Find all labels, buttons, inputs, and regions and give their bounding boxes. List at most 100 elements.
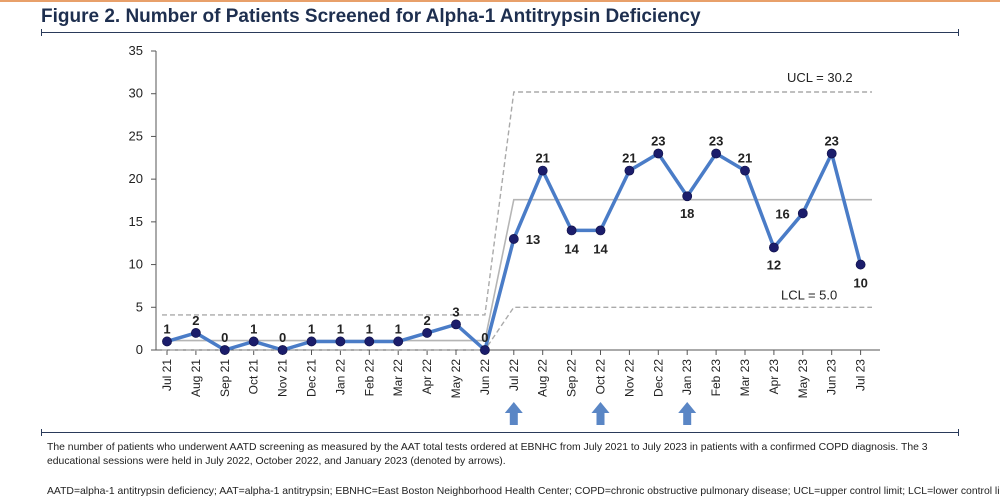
y-tick-label: 25 bbox=[129, 128, 143, 143]
data-label: 1 bbox=[250, 321, 257, 336]
data-label: 0 bbox=[221, 330, 228, 345]
x-tick-label: Jul 23 bbox=[854, 359, 868, 391]
data-label: 16 bbox=[775, 206, 789, 221]
y-tick-label: 30 bbox=[129, 86, 143, 101]
data-point bbox=[566, 225, 577, 236]
x-tick-label: Aug 22 bbox=[536, 359, 550, 397]
data-point bbox=[422, 328, 432, 338]
caption-divider bbox=[41, 432, 959, 433]
data-point bbox=[653, 148, 664, 159]
data-label: 1 bbox=[337, 321, 344, 336]
x-tick-label: Nov 21 bbox=[276, 359, 290, 397]
x-tick-label: Oct 21 bbox=[247, 359, 261, 395]
data-point bbox=[479, 345, 490, 355]
data-label: 2 bbox=[192, 313, 199, 328]
data-label: 0 bbox=[279, 330, 286, 345]
x-tick-label: Nov 22 bbox=[622, 359, 636, 397]
data-point bbox=[537, 165, 548, 176]
data-point bbox=[624, 165, 635, 176]
x-tick-label: Apr 23 bbox=[767, 359, 781, 395]
lcl-line bbox=[162, 306, 872, 351]
data-point bbox=[797, 208, 808, 219]
data-point bbox=[451, 319, 461, 330]
x-tick-label: May 22 bbox=[449, 359, 463, 399]
data-point bbox=[508, 234, 519, 244]
session-arrow-icon bbox=[504, 402, 523, 425]
data-point bbox=[335, 336, 346, 347]
x-tick-label: Jun 23 bbox=[825, 359, 839, 395]
data-point bbox=[826, 148, 837, 159]
x-tick-label: Apr 22 bbox=[420, 359, 434, 395]
ucl-line bbox=[162, 91, 872, 316]
x-tick-label: Mar 23 bbox=[738, 359, 752, 397]
x-tick-label: Jul 21 bbox=[160, 359, 174, 391]
data-label: 12 bbox=[767, 257, 781, 272]
data-point bbox=[277, 345, 288, 355]
x-tick-label: Mar 22 bbox=[391, 359, 405, 397]
figure-caption: The number of patients who underwent AAT… bbox=[47, 442, 928, 467]
data-point bbox=[190, 328, 201, 338]
data-label: 23 bbox=[824, 134, 838, 149]
caption-divider-cap-left bbox=[41, 429, 42, 436]
data-label: 21 bbox=[622, 151, 636, 166]
data-label: 18 bbox=[680, 206, 694, 221]
lcl-label: LCL = 5.0 bbox=[781, 287, 837, 302]
y-tick-label: 5 bbox=[136, 299, 143, 314]
x-tick-label: Oct 22 bbox=[594, 359, 608, 395]
data-point bbox=[248, 336, 259, 347]
y-tick-label: 20 bbox=[129, 171, 143, 186]
x-tick-label: Aug 21 bbox=[189, 359, 203, 397]
x-tick-label: Jan 22 bbox=[333, 359, 347, 395]
x-tick-label: Feb 23 bbox=[709, 359, 723, 397]
x-tick-label: Jul 22 bbox=[507, 359, 521, 391]
top-accent-rule bbox=[0, 0, 1000, 2]
data-point bbox=[855, 259, 866, 270]
title-divider-cap-right bbox=[958, 29, 959, 36]
x-tick-label: Feb 22 bbox=[362, 359, 376, 397]
session-arrow-icon bbox=[591, 402, 610, 425]
series-line bbox=[166, 151, 863, 352]
data-point bbox=[364, 336, 375, 347]
x-tick-label: Jan 23 bbox=[680, 359, 694, 395]
abbreviations-note: AATD=alpha-1 antitrypsin deficiency; AAT… bbox=[47, 486, 1000, 497]
title-divider bbox=[41, 32, 959, 33]
data-point bbox=[740, 165, 750, 176]
session-arrow-icon bbox=[678, 402, 697, 425]
data-point bbox=[595, 225, 606, 236]
data-point bbox=[219, 345, 230, 355]
data-label: 1 bbox=[395, 321, 402, 336]
x-tick-label: Sep 22 bbox=[565, 359, 579, 397]
y-tick-label: 15 bbox=[129, 214, 143, 229]
title-divider-cap-left bbox=[41, 29, 42, 36]
y-tick-label: 10 bbox=[129, 257, 143, 272]
data-point bbox=[306, 336, 317, 347]
x-tick-label: May 23 bbox=[796, 359, 810, 399]
y-tick-label: 35 bbox=[129, 43, 143, 58]
figure-title: Figure 2. Number of Patients Screened fo… bbox=[41, 6, 701, 27]
data-label: 1 bbox=[163, 321, 170, 336]
x-tick-label: Sep 21 bbox=[218, 359, 232, 397]
ucl-label: UCL = 30.2 bbox=[787, 70, 853, 85]
data-label: 23 bbox=[651, 134, 665, 149]
data-point bbox=[393, 336, 404, 347]
x-tick-label: Dec 21 bbox=[305, 359, 319, 397]
caption-divider-cap-right bbox=[958, 429, 959, 436]
data-label: 21 bbox=[535, 151, 549, 166]
data-label: 21 bbox=[738, 151, 752, 166]
data-label: 1 bbox=[308, 321, 315, 336]
data-point bbox=[769, 242, 779, 253]
data-point bbox=[162, 336, 172, 347]
data-point bbox=[682, 191, 693, 202]
data-label: 0 bbox=[481, 330, 488, 345]
data-label: 23 bbox=[709, 134, 723, 149]
data-point bbox=[711, 148, 721, 159]
x-tick-label: Dec 22 bbox=[651, 359, 665, 397]
data-label: 1 bbox=[366, 321, 373, 336]
data-label: 13 bbox=[526, 232, 540, 247]
y-tick-label: 0 bbox=[136, 342, 143, 357]
data-label: 14 bbox=[564, 241, 579, 256]
data-label: 14 bbox=[593, 241, 608, 256]
x-tick-label: Jun 22 bbox=[478, 359, 492, 395]
data-label: 10 bbox=[853, 276, 867, 291]
